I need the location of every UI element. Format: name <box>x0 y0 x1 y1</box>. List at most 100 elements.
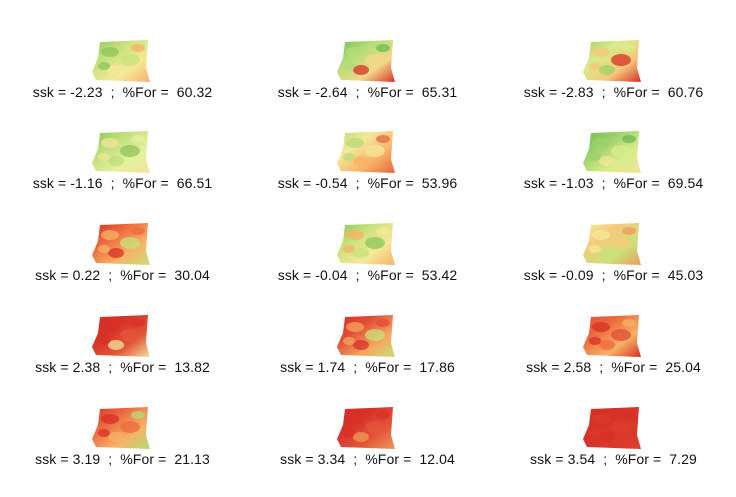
surface-patch <box>107 432 124 442</box>
surface-patch <box>130 227 145 235</box>
panel-caption: ssk = -0.09 ; %For = 45.03 <box>523 267 704 283</box>
panel-caption: ssk = -1.03 ; %For = 69.54 <box>523 175 704 191</box>
surface-patch <box>598 65 615 75</box>
surface-plot <box>333 313 403 359</box>
surface-patch <box>100 414 119 424</box>
surface-patch <box>610 145 631 157</box>
surface-plot <box>579 129 649 175</box>
panel-caption: ssk = 3.34 ; %For = 12.04 <box>280 451 455 467</box>
panel-caption: ssk = 2.38 ; %For = 13.82 <box>35 359 210 375</box>
surface-patch <box>598 156 615 166</box>
surface-panel: ssk = 2.38 ; %For = 13.82 <box>0 313 245 405</box>
panel-caption: ssk = 3.19 ; %For = 21.13 <box>35 451 210 467</box>
panel-caption: ssk = -0.54 ; %For = 53.96 <box>277 175 458 191</box>
surface-patch <box>342 62 355 70</box>
panel-caption: ssk = 3.54 ; %For = 7.29 <box>530 451 697 467</box>
surface-plot <box>88 38 158 84</box>
surface-panel: ssk = 3.19 ; %For = 21.13 <box>0 405 245 497</box>
surface-patch <box>375 227 390 235</box>
surface-patch <box>610 329 631 341</box>
surface-patch <box>119 237 140 249</box>
surface-panel: ssk = 1.74 ; %For = 17.86 <box>245 313 490 405</box>
surface-patch <box>107 248 124 258</box>
surface-patch <box>621 227 636 235</box>
surface-plot <box>579 405 649 451</box>
surface-patch <box>130 411 145 419</box>
surface-patch <box>100 322 119 332</box>
surface-patch <box>352 65 369 75</box>
surface-patch <box>364 145 385 157</box>
surface-panel: ssk = -0.09 ; %For = 45.03 <box>491 221 736 313</box>
surface-panel: ssk = -1.16 ; %For = 66.51 <box>0 129 245 221</box>
panel-caption: ssk = 1.74 ; %For = 17.86 <box>280 359 455 375</box>
surface-patch <box>352 248 369 258</box>
surface-plot <box>333 129 403 175</box>
surface-patch <box>610 421 631 433</box>
surface-patch <box>107 156 124 166</box>
surface-patch <box>130 44 145 52</box>
surface-patch <box>375 411 390 419</box>
surface-patch <box>345 322 364 332</box>
surface-patch <box>364 237 385 249</box>
surface-patch <box>97 429 110 437</box>
surface-plot <box>333 405 403 451</box>
panel-caption: ssk = -2.64 ; %For = 65.31 <box>277 84 458 100</box>
surface-patch <box>342 429 355 437</box>
surface-patch <box>119 54 140 66</box>
surface-patch <box>100 47 119 57</box>
surface-patch <box>375 135 390 143</box>
panel-caption: ssk = -0.04 ; %For = 53.42 <box>277 267 458 283</box>
surface-patch <box>345 230 364 240</box>
surface-patch <box>97 62 110 70</box>
surface-panel: ssk = -2.23 ; %For = 60.32 <box>0 38 245 130</box>
surface-patch <box>352 156 369 166</box>
surface-patch <box>119 329 140 341</box>
surface-patch <box>364 421 385 433</box>
surface-patch <box>621 44 636 52</box>
surface-patch <box>107 65 124 75</box>
surface-panel: ssk = 0.22 ; %For = 30.04 <box>0 221 245 313</box>
surface-plot <box>579 38 649 84</box>
surface-patch <box>100 138 119 148</box>
surface-patch <box>621 135 636 143</box>
surface-patch <box>610 54 631 66</box>
surface-plot <box>333 38 403 84</box>
panel-caption: ssk = -2.83 ; %For = 60.76 <box>523 84 704 100</box>
surface-patch <box>621 319 636 327</box>
surface-patch <box>375 319 390 327</box>
surface-panel: ssk = 3.54 ; %For = 7.29 <box>491 405 736 497</box>
surface-patch <box>342 153 355 161</box>
surface-panel: ssk = -0.54 ; %For = 53.96 <box>245 129 490 221</box>
surface-plot <box>579 221 649 267</box>
surface-patch <box>588 429 601 437</box>
surface-plot <box>88 405 158 451</box>
surface-patch <box>591 414 610 424</box>
surface-panel: ssk = -0.04 ; %For = 53.42 <box>245 221 490 313</box>
surface-patch <box>588 337 601 345</box>
surface-panel: ssk = -1.03 ; %For = 69.54 <box>491 129 736 221</box>
surface-patch <box>591 322 610 332</box>
surface-patch <box>342 245 355 253</box>
surface-plot <box>88 313 158 359</box>
surface-plot <box>88 129 158 175</box>
surface-panel-grid: ssk = -2.23 ; %For = 60.32 ssk = -2.64 ; … <box>0 38 736 467</box>
surface-patch <box>345 414 364 424</box>
surface-patch <box>588 153 601 161</box>
surface-patch <box>610 237 631 249</box>
surface-patch <box>588 62 601 70</box>
surface-patch <box>591 230 610 240</box>
surface-patch <box>598 248 615 258</box>
panel-caption: ssk = -2.23 ; %For = 60.32 <box>32 84 213 100</box>
surface-patch <box>97 153 110 161</box>
surface-patch <box>119 421 140 433</box>
surface-patch <box>364 54 385 66</box>
surface-patch <box>598 432 615 442</box>
panel-caption: ssk = -1.16 ; %For = 66.51 <box>32 175 213 191</box>
surface-patch <box>130 135 145 143</box>
surface-panel: ssk = -2.83 ; %For = 60.76 <box>491 38 736 130</box>
surface-plot <box>579 313 649 359</box>
surface-panel: ssk = 2.58 ; %For = 25.04 <box>491 313 736 405</box>
surface-patch <box>375 44 390 52</box>
surface-patch <box>621 411 636 419</box>
surface-patch <box>100 230 119 240</box>
